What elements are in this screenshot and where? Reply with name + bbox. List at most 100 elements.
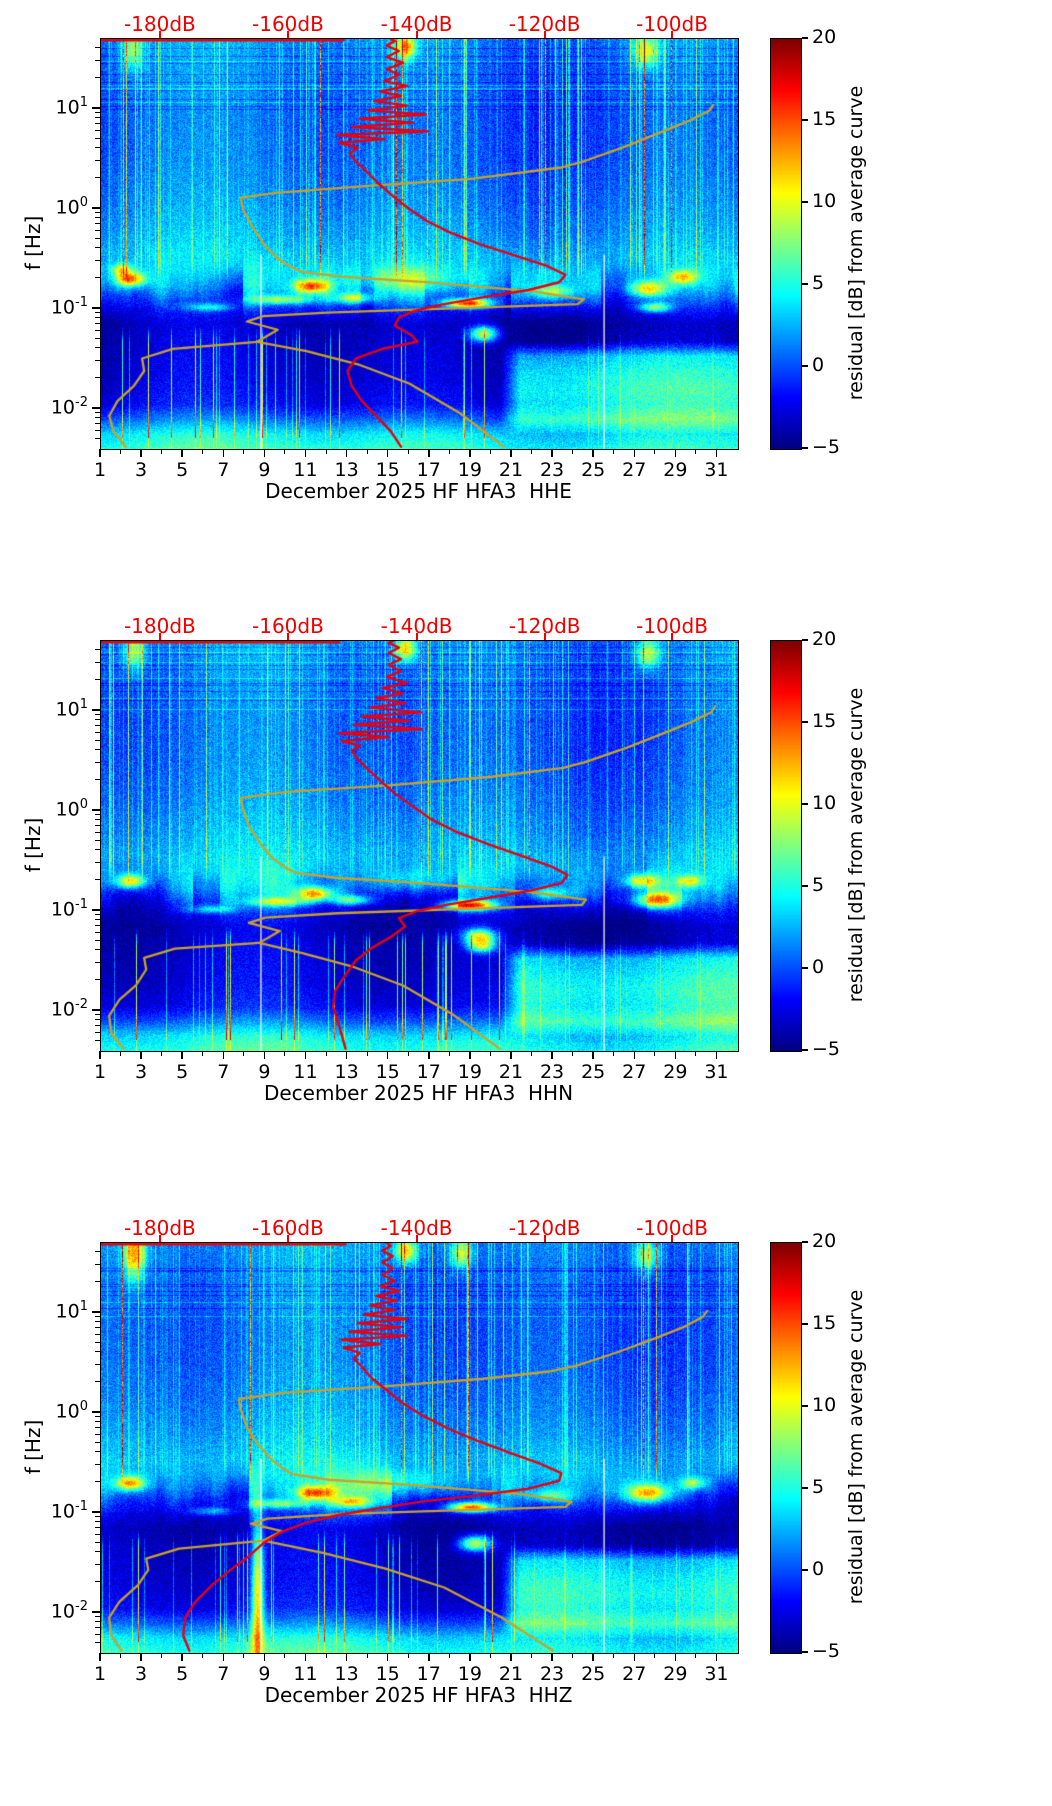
colorbar-tick-label: 0 — [812, 1558, 825, 1580]
x-major-tick — [99, 1653, 101, 1661]
spectrogram-panel-hhz: -180dB -160dB -140dB -120dB -100dB f [Hz… — [0, 1204, 1052, 1806]
x-minor-tick — [407, 449, 409, 454]
x-major-tick — [263, 449, 266, 457]
colorbar-tick — [802, 803, 808, 805]
x-minor-tick — [531, 1653, 533, 1658]
y-minor-tick — [95, 1641, 100, 1643]
x-major-tick — [263, 1653, 266, 1661]
x-major-tick — [222, 1653, 225, 1661]
y-minor-tick — [95, 237, 100, 239]
y-minor-tick — [95, 961, 100, 963]
x-tick-label: 21 — [498, 1061, 524, 1083]
x-major-tick — [674, 1653, 677, 1661]
colorbar-tick — [802, 721, 808, 723]
y-minor-tick — [95, 1263, 100, 1265]
y-tick-label: 10-1 — [50, 295, 88, 319]
y-minor-tick — [95, 359, 100, 361]
x-minor-tick — [572, 1653, 574, 1658]
x-major-tick — [345, 1051, 348, 1059]
x-minor-tick — [161, 1653, 163, 1658]
colorbar-tick-label: 15 — [812, 1312, 837, 1334]
x-minor-tick — [613, 1051, 615, 1056]
x-minor-tick — [448, 449, 450, 454]
colorbar — [770, 38, 802, 450]
x-tick-label: 3 — [135, 1663, 148, 1685]
y-minor-tick — [95, 147, 100, 149]
colorbar-canvas — [771, 39, 801, 449]
y-minor-tick — [95, 979, 100, 981]
x-tick-label: 11 — [293, 1061, 318, 1083]
x-tick-label: 1 — [93, 1061, 107, 1083]
colorbar-tick-label: 0 — [812, 354, 825, 376]
x-major-tick — [222, 449, 225, 457]
y-minor-tick — [95, 1281, 100, 1283]
x-tick-label: 3 — [135, 1061, 148, 1083]
y-minor-tick — [95, 819, 100, 821]
y-minor-tick — [95, 429, 100, 431]
spectrogram-canvas — [101, 39, 738, 449]
colorbar-tick — [802, 119, 808, 121]
x-minor-tick — [325, 1653, 327, 1658]
x-tick-label: 21 — [498, 459, 524, 481]
colorbar-tick-label: 15 — [812, 710, 837, 732]
y-minor-tick — [95, 222, 100, 224]
x-minor-tick — [120, 1653, 122, 1658]
x-tick-label: 13 — [334, 1061, 359, 1083]
y-minor-tick — [95, 1633, 100, 1635]
x-minor-tick — [284, 1653, 286, 1658]
colorbar — [770, 640, 802, 1052]
y-minor-tick — [95, 1333, 100, 1335]
y-minor-tick — [95, 714, 100, 716]
top-axis-red-tick — [415, 633, 418, 640]
x-major-tick — [222, 1051, 225, 1059]
y-minor-tick — [95, 949, 100, 951]
x-major-tick — [386, 1051, 389, 1059]
y-minor-tick — [95, 77, 100, 79]
y-minor-tick — [95, 1581, 100, 1583]
x-major-tick — [633, 1653, 635, 1661]
x-minor-tick — [489, 1051, 491, 1056]
top-axis-red-tick — [415, 1235, 418, 1242]
x-tick-label: 5 — [176, 1061, 189, 1083]
colorbar-tick — [802, 1569, 808, 1571]
y-minor-tick — [95, 177, 100, 179]
y-minor-tick — [95, 731, 100, 733]
x-tick-label: 15 — [375, 1663, 400, 1685]
y-minor-tick — [95, 212, 100, 214]
spectrogram-plot — [100, 38, 739, 450]
x-tick-label: 5 — [176, 459, 189, 481]
x-minor-tick — [489, 1653, 491, 1658]
spectrogram-plot — [100, 1242, 739, 1654]
colorbar-tick — [802, 365, 808, 367]
x-major-tick — [428, 449, 430, 457]
x-minor-tick — [161, 449, 163, 454]
y-minor-tick — [95, 1526, 100, 1528]
y-minor-tick — [95, 1416, 100, 1418]
x-axis-label: December 2025 HF HFA3 HHE — [265, 479, 572, 503]
x-major-tick — [510, 1653, 512, 1661]
spectrogram-canvas — [101, 1243, 738, 1653]
colorbar-tick-label: 10 — [812, 1394, 837, 1416]
x-major-tick — [469, 1051, 471, 1059]
x-major-tick — [345, 1653, 348, 1661]
y-major-tick — [92, 809, 100, 811]
x-minor-tick — [202, 1051, 204, 1056]
y-minor-tick — [95, 277, 100, 279]
top-axis-db-labels: -180dB -160dB -140dB -120dB -100dB — [0, 12, 1052, 36]
x-minor-tick — [448, 1653, 450, 1658]
y-minor-tick — [95, 724, 100, 726]
x-tick-label: 23 — [539, 1061, 565, 1083]
x-tick-label: 13 — [334, 1663, 359, 1685]
colorbar-tick — [802, 1323, 808, 1325]
y-minor-tick — [95, 47, 100, 49]
x-major-tick — [592, 1653, 594, 1661]
x-minor-tick — [531, 1051, 533, 1056]
x-major-tick — [181, 449, 183, 457]
y-minor-tick — [95, 122, 100, 124]
x-axis-label: December 2025 HF HFA3 HHZ — [264, 1683, 573, 1707]
x-major-tick — [551, 449, 553, 457]
colorbar-tick-label: 5 — [812, 874, 825, 896]
x-major-tick — [345, 449, 348, 457]
x-major-tick — [633, 449, 635, 457]
x-major-tick — [633, 1051, 635, 1059]
